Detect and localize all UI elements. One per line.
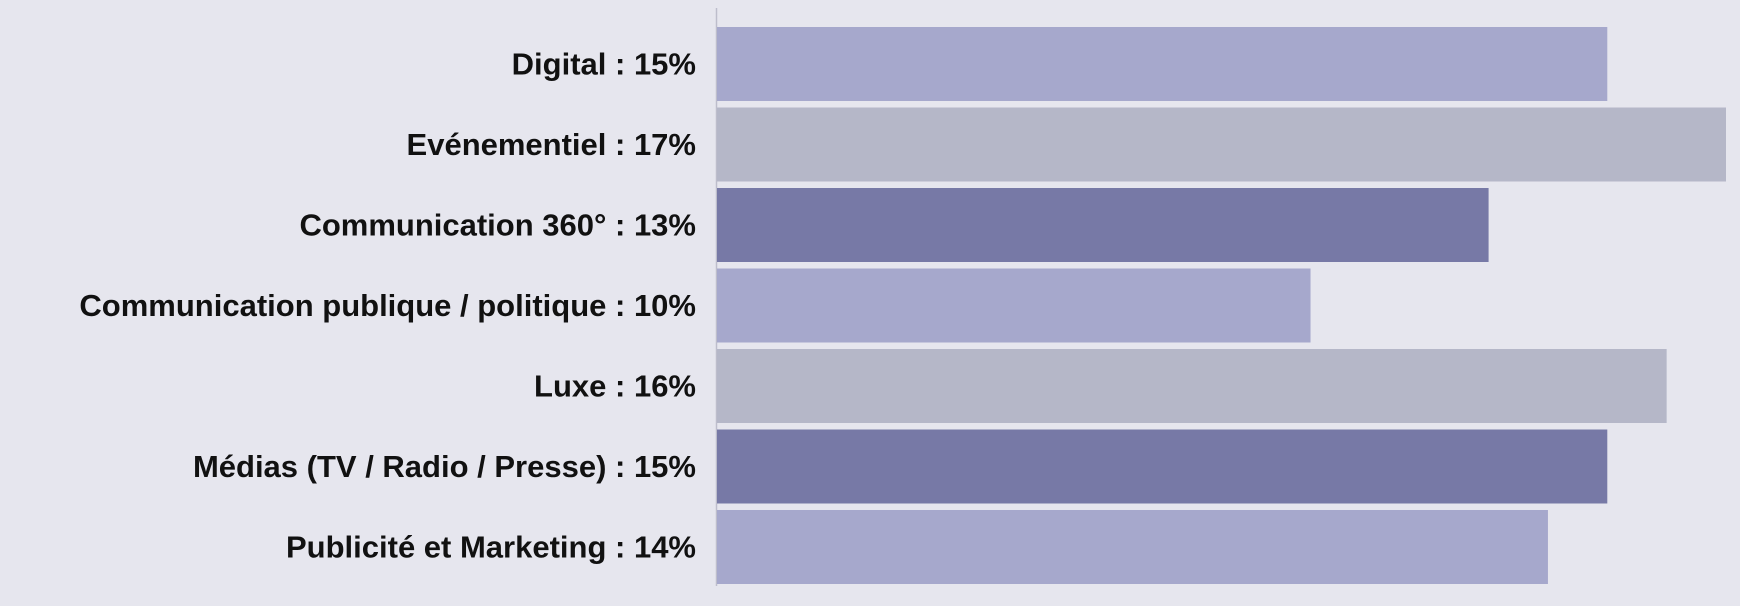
labels-group: Digital : 15% Evénementiel : 17% Communica…	[79, 47, 696, 565]
category-label-digital-15: Digital : 15%	[512, 47, 696, 82]
category-label-medias-tv-radio-presse-15: Médias (TV / Radio / Presse) : 15%	[193, 449, 696, 484]
category-label-publicite-et-marketing-14: Publicité et Marketing : 14%	[286, 530, 696, 565]
bar-digital-15	[717, 27, 1608, 101]
bar-evenementiel-17	[717, 107, 1726, 182]
bar-communication-360-13	[717, 188, 1489, 262]
bars-group	[717, 27, 1726, 584]
bar-publicite-et-marketing-14	[717, 510, 1548, 584]
bar-communication-publique-politique-10	[717, 268, 1311, 343]
category-label-communication-360-13: Communication 360° : 13%	[299, 208, 696, 243]
category-label-evenementiel-17: Evénementiel : 17%	[407, 127, 696, 162]
bar-luxe-16	[717, 349, 1667, 423]
category-label-communication-publique-politique-10: Communication publique / politique : 10%	[79, 288, 696, 323]
bar-medias-tv-radio-presse-15	[717, 429, 1608, 504]
category-label-luxe-16: Luxe : 16%	[534, 369, 696, 404]
